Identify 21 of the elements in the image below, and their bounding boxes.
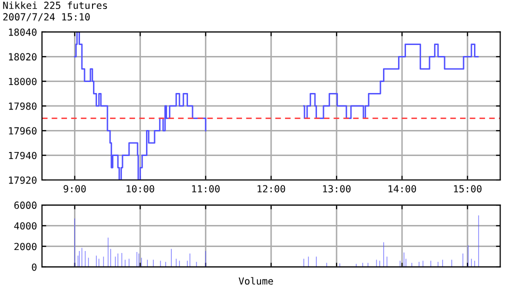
x-tick-label: 15:00	[454, 185, 482, 192]
y-tick-label: 17960	[9, 127, 36, 135]
x-tick-label: 11:00	[192, 185, 220, 192]
y-tick-label: 6000	[14, 202, 36, 209]
x-tick-label: 9:00	[64, 185, 86, 192]
chart-title: Nikkei 225 futures	[3, 1, 107, 10]
y-tick-label: 0	[32, 263, 36, 271]
y-tick-label: 18040	[9, 28, 36, 36]
x-tick-label: 12:00	[258, 185, 286, 192]
chart-subtitle: 2007/7/24 15:10	[3, 13, 90, 22]
x-tick-label: 13:00	[323, 185, 351, 192]
y-tick-label: 17980	[9, 102, 36, 110]
y-tick-label: 17940	[9, 152, 36, 160]
y-tick-label: 2000	[14, 242, 36, 250]
x-tick-label: 14:00	[388, 185, 416, 192]
y-tick-label: 4000	[14, 222, 36, 230]
x-tick-label: 10:00	[126, 185, 154, 192]
y-tick-label: 17920	[9, 176, 36, 184]
y-tick-label: 18000	[9, 78, 36, 86]
y-tick-label: 18020	[9, 53, 36, 60]
text: Volume	[238, 277, 273, 285]
